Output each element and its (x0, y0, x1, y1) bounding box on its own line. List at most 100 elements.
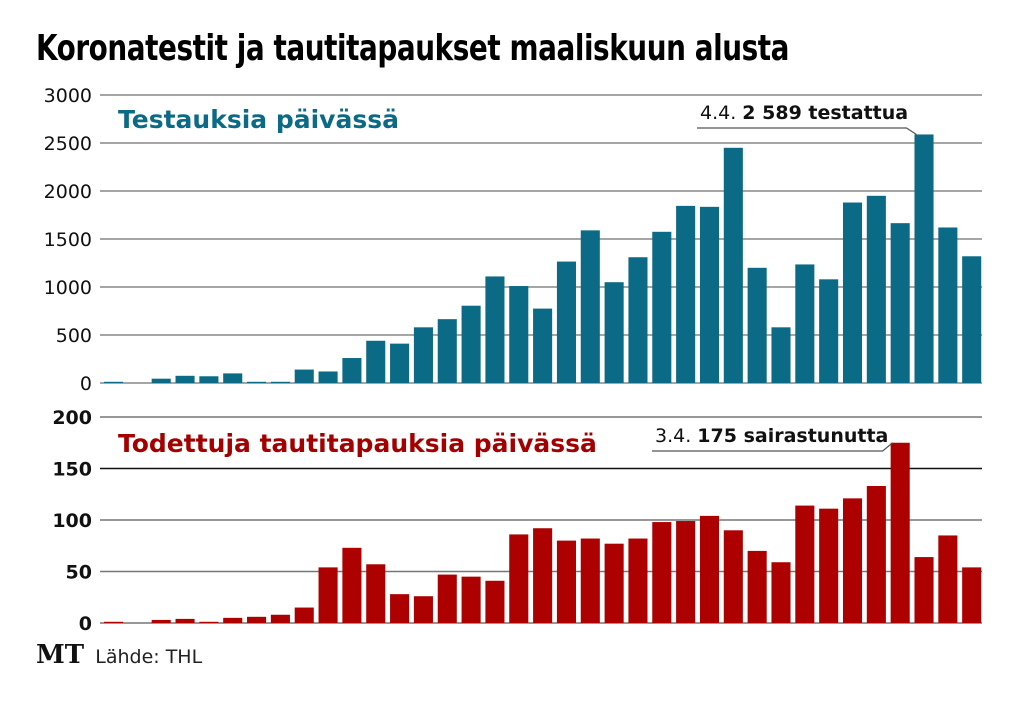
y-tick-label: 150 (52, 459, 92, 481)
bar (342, 547, 362, 623)
bar (104, 621, 124, 623)
mt-logo: MT (36, 640, 85, 670)
annotation-label: 3.4. 175 sairastunutta (655, 425, 888, 447)
bar (580, 230, 600, 383)
y-tick-label: 100 (52, 510, 92, 532)
bar (723, 530, 743, 623)
bar (199, 376, 219, 383)
bar (842, 498, 863, 623)
bar (628, 257, 648, 383)
bar (366, 564, 386, 623)
bar (390, 594, 410, 623)
bar (413, 327, 433, 383)
bar (270, 614, 290, 623)
bar (104, 381, 124, 383)
bar (270, 381, 290, 383)
bar (461, 305, 481, 383)
annotation-value: 2 589 testattua (742, 102, 908, 124)
bar (556, 540, 576, 623)
y-tick-label: 2500 (44, 133, 92, 155)
y-tick-label: 1500 (44, 229, 92, 251)
bar (247, 616, 267, 623)
bar (151, 378, 171, 383)
bar (318, 567, 338, 623)
bar (890, 223, 910, 383)
bar (485, 276, 505, 383)
annotation-value: 175 sairastunutta (697, 425, 888, 447)
bar (652, 231, 672, 383)
bar (342, 358, 362, 383)
chart-subtitle: Todettuja tautitapauksia päivässä (118, 429, 597, 458)
annotation-label: 4.4. 2 589 testattua (700, 102, 908, 124)
bar (676, 521, 696, 623)
bar (795, 505, 815, 623)
y-tick-label: 3000 (44, 85, 92, 107)
bar (723, 147, 743, 383)
bar (437, 574, 457, 623)
bar (604, 282, 624, 383)
annotation-date: 4.4. (700, 102, 742, 124)
bar (366, 340, 386, 383)
bar (175, 618, 195, 623)
bar (962, 256, 982, 383)
bar (390, 343, 410, 383)
bar (318, 371, 338, 383)
source-label: Lähde: THL (95, 646, 203, 668)
bar (747, 267, 767, 383)
bar (223, 373, 243, 383)
bar (175, 375, 195, 383)
bar (628, 538, 648, 623)
bar (938, 535, 958, 623)
bar (294, 607, 314, 623)
bar (604, 543, 624, 623)
bar (771, 327, 791, 383)
bar (747, 550, 767, 623)
y-tick-label: 500 (56, 325, 92, 347)
bar (819, 279, 839, 383)
bar (580, 538, 600, 623)
bar (771, 562, 791, 623)
bar (866, 195, 886, 383)
bar (699, 515, 720, 623)
bar (556, 261, 576, 383)
bar (938, 227, 958, 383)
bar (247, 381, 267, 383)
bar (914, 557, 934, 623)
y-tick-label: 0 (79, 613, 92, 635)
bar (199, 621, 219, 623)
bar (914, 134, 934, 383)
bar (962, 567, 982, 623)
cases-chart: 0 50 100 150 200 Todettuja tautitapauksia päi… (52, 407, 982, 635)
bar (294, 369, 314, 383)
bar (461, 576, 481, 623)
bar (795, 264, 815, 383)
bar (151, 619, 171, 623)
bar (890, 442, 910, 623)
bar (509, 286, 529, 383)
y-tick-label: 50 (66, 562, 92, 584)
bar (485, 580, 505, 623)
bar (533, 308, 553, 383)
bar (819, 508, 839, 623)
annotation-leader-line (652, 442, 894, 452)
bar (699, 206, 720, 383)
y-tick-label: 1000 (44, 277, 92, 299)
y-tick-label: 0 (80, 373, 92, 395)
y-tick-label: 2000 (44, 181, 92, 203)
bar (413, 596, 433, 623)
bar (842, 202, 863, 383)
bar (437, 319, 457, 383)
chart-subtitle: Testauksia päivässä (118, 105, 399, 134)
tests-chart: 0 500 1000 1500 2000 2500 3000 Testauksia päivä… (44, 85, 982, 395)
y-tick-label: 200 (52, 407, 92, 429)
annotation-leader-line (697, 127, 917, 135)
bar (652, 522, 672, 623)
bar (676, 205, 696, 383)
bar (533, 528, 553, 623)
footer: MT Lähde: THL (36, 640, 202, 670)
chart-title: Koronatestit ja tautitapaukset maaliskuu… (36, 28, 790, 69)
bar (509, 534, 529, 623)
bar (223, 617, 243, 623)
annotation-date: 3.4. (655, 425, 697, 447)
